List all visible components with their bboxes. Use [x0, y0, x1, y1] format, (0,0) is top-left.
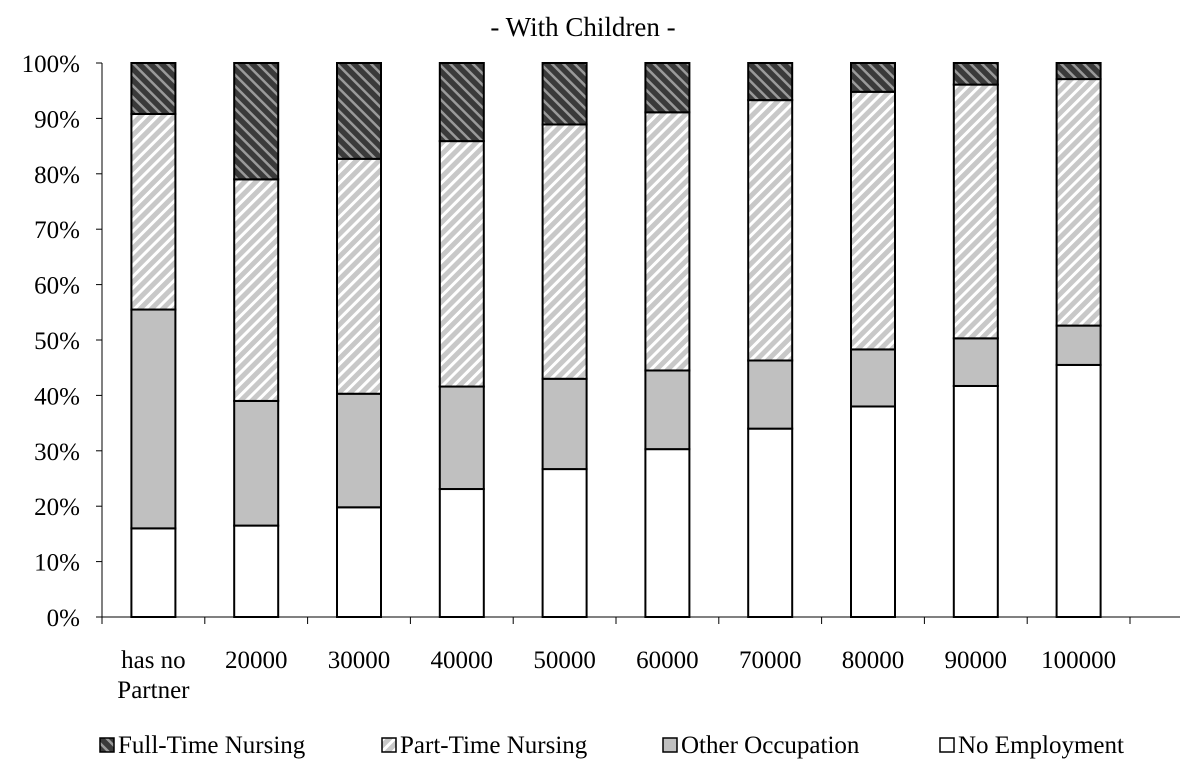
y-tick-label: 40%	[34, 383, 80, 410]
legend-swatch-other-occupation	[662, 737, 678, 753]
y-tick-label: 0%	[47, 605, 80, 632]
y-tick-label: 10%	[34, 550, 80, 577]
bar-segment-no-employment-3	[438, 488, 485, 618]
bars-group	[130, 62, 1102, 619]
axes	[101, 63, 1180, 624]
legend-swatch-full-time-nursing	[99, 737, 115, 753]
x-tick-label: 50000	[533, 647, 596, 674]
bar-segment-other-occupation-7	[850, 348, 896, 408]
bar-segment-no-employment-6	[747, 427, 794, 619]
bar-segment-full-time-nursing-7	[850, 62, 896, 93]
bar-segment-part-time-nursing-6	[747, 99, 794, 362]
chart-title: - With Children -	[490, 12, 675, 42]
bar-segment-no-employment-1	[233, 524, 280, 619]
x-tick-label: 60000	[636, 647, 699, 674]
bar-segment-part-time-nursing-8	[952, 83, 999, 340]
bar-segment-other-occupation-3	[438, 385, 485, 491]
bar-segment-part-time-nursing-5	[644, 111, 691, 372]
x-tick-label: 40000	[431, 647, 494, 674]
bar-segment-no-employment-9	[1055, 363, 1102, 618]
legend-label-full-time-nursing: Full-Time Nursing	[118, 732, 306, 759]
bar-segment-part-time-nursing-3	[438, 140, 485, 388]
bar-segment-full-time-nursing-6	[747, 62, 794, 102]
legend-label-other-occupation: Other Occupation	[681, 732, 860, 759]
bar-segment-full-time-nursing-2	[336, 62, 382, 160]
y-tick-label: 20%	[34, 494, 80, 521]
bar-segment-full-time-nursing-5	[644, 62, 691, 114]
bar-segment-full-time-nursing-0	[130, 62, 177, 115]
x-tick-label: 90000	[945, 647, 1008, 674]
y-tick-label: 70%	[34, 217, 80, 244]
bar-segment-no-employment-2	[336, 506, 382, 619]
bar-segment-full-time-nursing-3	[438, 62, 485, 143]
x-tick-label: 30000	[328, 647, 391, 674]
y-tick-label: 90%	[34, 106, 80, 133]
y-tick-label: 30%	[34, 439, 80, 466]
legend-swatch-part-time-nursing	[381, 737, 397, 753]
y-tick-label: 50%	[34, 328, 80, 355]
x-axis-ticks: has no Partner 20000 30000 40000 50000 60000 70…	[117, 647, 1116, 704]
bar-segment-other-occupation-8	[952, 337, 999, 387]
legend-swatch-no-employment	[939, 737, 955, 753]
bar-segment-other-occupation-2	[336, 392, 382, 509]
legend-label-part-time-nursing: Part-Time Nursing	[400, 732, 588, 759]
bar-segment-full-time-nursing-9	[1055, 62, 1102, 81]
bar-segment-no-employment-5	[644, 448, 691, 618]
bar-segment-part-time-nursing-4	[541, 123, 588, 380]
bar-segment-no-employment-0	[130, 527, 177, 618]
legend-label-no-employment: No Employment	[958, 732, 1124, 759]
x-tick-label: 70000	[739, 647, 802, 674]
y-tick-label: 80%	[34, 162, 80, 189]
x-tick-label: 100000	[1041, 647, 1116, 674]
bar-segment-part-time-nursing-9	[1055, 78, 1102, 327]
bar-segment-part-time-nursing-7	[850, 90, 896, 351]
bar-segment-other-occupation-1	[233, 399, 280, 527]
y-tick-label: 60%	[34, 273, 80, 300]
bar-segment-part-time-nursing-1	[233, 178, 280, 402]
legend: Full-Time Nursing Part-Time Nursing Other …	[99, 732, 1124, 759]
bar-segment-full-time-nursing-8	[952, 62, 999, 86]
bar-segment-other-occupation-4	[541, 377, 588, 471]
bar-segment-no-employment-8	[952, 384, 999, 618]
bar-segment-other-occupation-9	[1055, 324, 1102, 366]
bar-segment-full-time-nursing-4	[541, 62, 588, 126]
bar-segment-no-employment-4	[541, 468, 588, 618]
y-axis-ticks: 0% 10% 20% 30% 40% 50% 60% 70% 80% 90% 100%	[22, 51, 102, 632]
x-tick-label: 20000	[225, 647, 288, 674]
bar-segment-other-occupation-0	[130, 308, 177, 530]
bar-segment-other-occupation-5	[644, 369, 691, 451]
y-tick-label: 100%	[22, 51, 80, 78]
x-tick-label: 80000	[842, 647, 905, 674]
bar-segment-part-time-nursing-0	[130, 112, 177, 311]
bar-segment-full-time-nursing-1	[233, 62, 280, 181]
bar-segment-no-employment-7	[850, 405, 896, 619]
bar-segment-part-time-nursing-2	[336, 157, 382, 395]
x-tick-label: has no Partner	[117, 647, 190, 704]
bar-segment-other-occupation-6	[747, 359, 794, 430]
